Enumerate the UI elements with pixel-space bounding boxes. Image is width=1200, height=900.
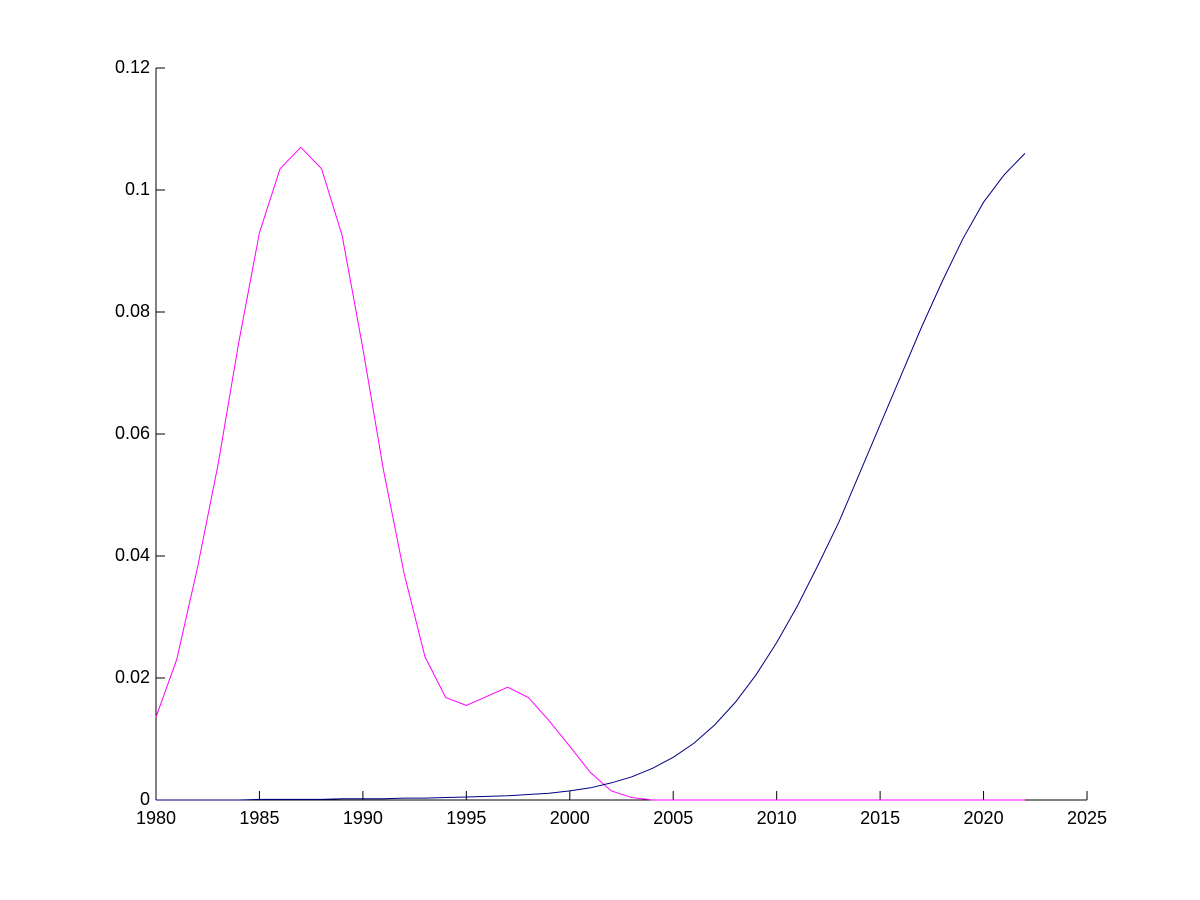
line-series (156, 153, 1026, 801)
y-tick-label: 0.02 (115, 667, 150, 687)
x-tick-label: 1985 (239, 808, 279, 828)
x-tick-label: 2010 (757, 808, 797, 828)
y-tick-label: 0 (140, 789, 150, 809)
line-series (155, 146, 1025, 801)
x-tick-label: 2025 (1067, 808, 1107, 828)
x-tick-label: 1995 (446, 808, 486, 828)
y-tick-label: 0.06 (115, 423, 150, 443)
y-tick-label: 0.12 (115, 57, 150, 77)
x-tick-label: 1990 (343, 808, 383, 828)
y-tick-label: 0.04 (115, 545, 150, 565)
x-tick-label: 2020 (964, 808, 1004, 828)
x-tick-label: 2005 (653, 808, 693, 828)
y-tick-label: 0.08 (115, 301, 150, 321)
x-tick-label: 2015 (860, 808, 900, 828)
y-tick-label: 0.1 (125, 179, 150, 199)
x-tick-label: 2000 (550, 808, 590, 828)
x-tick-label: 1980 (136, 808, 176, 828)
